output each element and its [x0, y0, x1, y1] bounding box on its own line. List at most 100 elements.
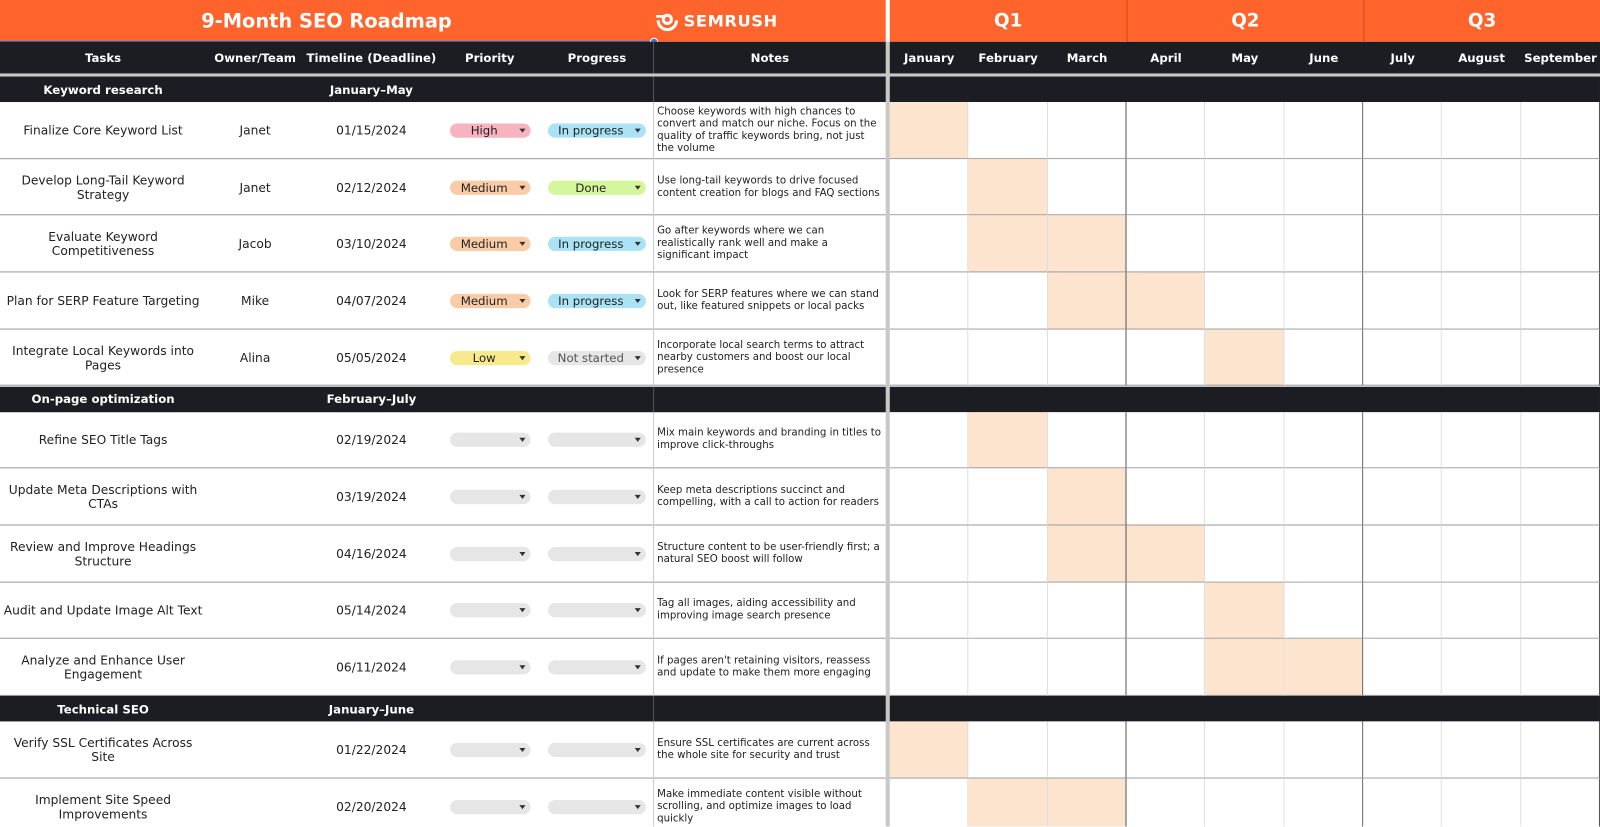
dropdown-arrow [519, 185, 526, 190]
owner: Mike [241, 293, 270, 309]
gantt-cell [1047, 411, 1127, 469]
dropdown-chip[interactable]: High [449, 123, 531, 138]
section-timeline: January–May [329, 82, 413, 97]
task-row [0, 582, 886, 640]
task-name: Refine SEO Title Tags [38, 433, 168, 448]
task-row [0, 216, 886, 273]
gantt-cell [1442, 158, 1522, 216]
dropdown-chip[interactable] [449, 742, 531, 757]
dropdown-chip[interactable] [547, 660, 646, 675]
dropdown-chip[interactable] [449, 546, 531, 561]
gantt-cell-active [889, 102, 969, 159]
owner: Janet [239, 180, 271, 195]
gantt-cell [1205, 411, 1285, 469]
dropdown-chip[interactable]: In progress [547, 293, 646, 309]
deadline: 06/11/2024 [336, 660, 407, 675]
deadline: 04/16/2024 [336, 546, 407, 561]
dropdown-chip[interactable] [547, 603, 646, 618]
dropdown-arrow [634, 551, 641, 556]
gantt-cell [1047, 639, 1127, 696]
gantt-cell [1442, 778, 1522, 827]
dropdown-arrow [634, 185, 641, 190]
gantt-cell-active [968, 778, 1048, 827]
gantt-cell-active [1126, 272, 1206, 330]
gantt-cell-active [1047, 215, 1127, 273]
gantt-cell-active [1205, 582, 1285, 640]
gantt-cell [889, 272, 969, 330]
deadline: 01/22/2024 [336, 742, 407, 757]
section-row [0, 76, 1600, 103]
dropdown-chip[interactable]: In progress [547, 123, 646, 138]
month-header: June [1309, 50, 1339, 65]
gantt-cell [1442, 525, 1522, 583]
deadline: 02/19/2024 [336, 433, 407, 448]
task-row [0, 273, 886, 330]
dropdown-chip[interactable] [449, 433, 531, 448]
dropdown-chip[interactable] [547, 546, 646, 561]
title-bar-months [889, 0, 1600, 42]
gantt-cell-active [968, 215, 1048, 273]
dropdown-chip[interactable]: Medium [449, 236, 531, 252]
title-bar [0, 0, 886, 42]
section-timeline: January–June [328, 701, 415, 716]
dropdown-chip[interactable]: In progress [547, 236, 646, 252]
deadline: 02/12/2024 [336, 180, 407, 195]
gantt-cell-active [1047, 272, 1127, 330]
gantt-cell [1442, 272, 1522, 330]
gantt-cell [889, 411, 969, 469]
gantt-cell [1126, 411, 1206, 469]
gantt-cell [1363, 215, 1443, 273]
task-name: Evaluate Keyword Competitiveness [48, 229, 158, 259]
notes: Look for SERP features where we can stan… [653, 272, 886, 330]
dropdown-chip[interactable] [547, 742, 646, 757]
dropdown-chip[interactable] [547, 799, 646, 814]
task-name: Develop Long-Tail Keyword Strategy [21, 172, 185, 202]
notes: Go after keywords where we can realistic… [653, 215, 886, 273]
dropdown-chip[interactable]: Medium [449, 180, 531, 195]
dropdown-chip[interactable] [449, 660, 531, 675]
gantt-cell [889, 158, 969, 216]
dropdown-chip[interactable]: Done [547, 180, 646, 195]
month-header: September [1524, 50, 1597, 65]
notes: Incorporate local search terms to attrac… [653, 329, 886, 387]
gantt-cell [1284, 329, 1364, 387]
gantt-cell-active [1205, 639, 1285, 696]
gantt-cell [1205, 525, 1285, 583]
deadline: 05/05/2024 [336, 350, 407, 365]
task-row [0, 721, 886, 779]
gantt-cell [968, 102, 1048, 159]
gantt-cell [1521, 158, 1600, 216]
notes: Make immediate content visible without s… [653, 778, 886, 827]
dropdown-chip[interactable]: Low [449, 350, 531, 365]
dropdown-arrow [634, 494, 641, 500]
dropdown-chip[interactable] [547, 489, 646, 505]
dropdown-chip[interactable]: Not started [547, 350, 646, 365]
quarter-label: Q3 [1363, 0, 1600, 42]
gantt-cell [1126, 721, 1206, 779]
dropdown-arrow [519, 298, 526, 303]
task-name: Review and Improve Headings Structure [10, 539, 197, 569]
gantt-cell-active [1284, 639, 1364, 696]
gantt-cell [1126, 215, 1206, 273]
section-divider [653, 76, 655, 103]
deadline: 04/07/2024 [336, 293, 407, 309]
dropdown-chip[interactable] [449, 489, 531, 505]
gantt-cell [1126, 158, 1206, 216]
gantt-cell [1205, 215, 1285, 273]
dropdown-arrow [634, 608, 641, 613]
dropdown-arrow [519, 804, 526, 809]
task-row [0, 412, 886, 469]
gantt-cell [1363, 639, 1443, 696]
notes: Mix main keywords and branding in titles… [653, 411, 886, 469]
dropdown-arrow [634, 298, 641, 303]
gantt-cell [968, 525, 1048, 583]
dropdown-chip[interactable] [449, 799, 531, 814]
dropdown-chip[interactable]: Medium [449, 293, 531, 309]
gantt-cell [1363, 778, 1443, 827]
dropdown-chip[interactable] [547, 433, 646, 448]
task-name: Finalize Core Keyword List [23, 123, 183, 138]
dropdown-arrow [519, 242, 526, 247]
section-row [0, 695, 1600, 722]
dropdown-chip[interactable] [449, 603, 531, 618]
gantt-cell-active [1047, 778, 1127, 827]
